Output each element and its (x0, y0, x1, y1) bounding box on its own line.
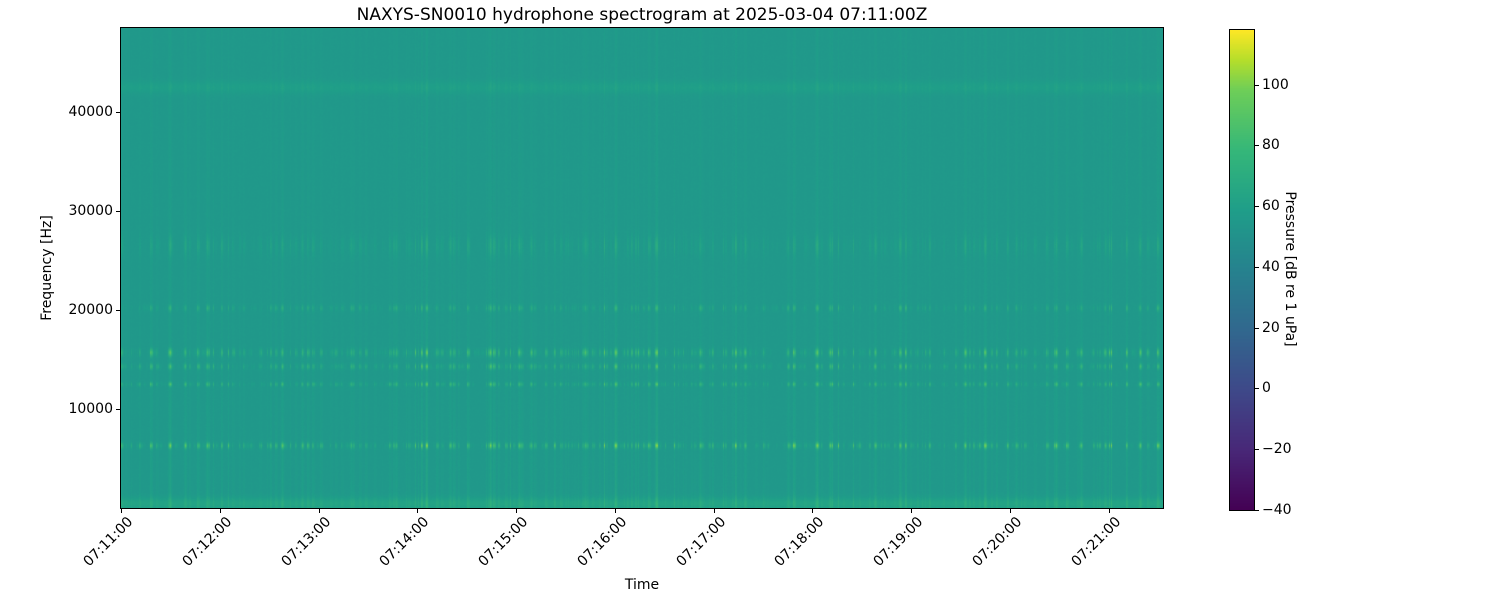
y-tick-mark (116, 112, 120, 114)
x-tick-mark (1009, 509, 1011, 513)
x-tick-mark (713, 509, 715, 513)
colorbar-tick-mark (1255, 145, 1259, 147)
y-tick-label: 10000 (68, 401, 113, 418)
spectrogram-heatmap (121, 28, 1163, 508)
x-tick-label: 07:17:00 (673, 514, 729, 570)
colorbar-tick-mark (1255, 206, 1259, 208)
x-tick-label: 07:15:00 (475, 514, 532, 570)
x-tick-mark (417, 509, 419, 513)
colorbar-tick-mark (1255, 510, 1259, 511)
x-tick-label: 07:20:00 (969, 514, 1026, 570)
colorbar-tick-mark (1255, 266, 1259, 268)
x-tick-label: 07:14:00 (376, 514, 433, 570)
chart-title: NAXYS-SN0010 hydrophone spectrogram at 2… (356, 5, 928, 25)
x-tick-mark (318, 509, 320, 513)
colorbar-tick-mark (1255, 449, 1259, 451)
y-tick-label: 30000 (68, 203, 113, 220)
x-axis-label: Time (624, 577, 660, 593)
colorbar (1229, 29, 1255, 511)
x-tick-label: 07:12:00 (179, 514, 236, 570)
colorbar-tick-label: 20 (1262, 319, 1280, 336)
colorbar-tick-label: 0 (1262, 380, 1271, 397)
y-axis-label: Frequency [Hz] (39, 215, 55, 321)
plot-area (120, 27, 1164, 509)
y-tick-label: 40000 (68, 104, 113, 121)
x-tick-label: 07:19:00 (870, 514, 927, 570)
x-tick-mark (516, 509, 518, 513)
colorbar-tick-label: 40 (1262, 258, 1280, 275)
x-tick-label: 07:18:00 (771, 514, 828, 570)
colorbar-tick-label: 60 (1262, 198, 1280, 215)
x-tick-label: 07:11:00 (80, 514, 137, 570)
x-tick-mark (219, 509, 221, 513)
colorbar-tick-mark (1255, 388, 1259, 390)
colorbar-tick-mark (1255, 84, 1259, 86)
y-tick-mark (116, 211, 120, 213)
x-tick-label: 07:21:00 (1068, 514, 1124, 570)
y-tick-label: 20000 (68, 302, 113, 319)
x-tick-label: 07:13:00 (278, 514, 334, 570)
colorbar-tick-label: −20 (1262, 441, 1292, 458)
colorbar-label: Pressure [dB re 1 uPa] (1282, 191, 1298, 347)
y-tick-mark (116, 409, 120, 411)
colorbar-tick-mark (1255, 327, 1259, 329)
y-tick-mark (116, 310, 120, 312)
colorbar-tick-label: 80 (1262, 137, 1280, 154)
x-tick-label: 07:16:00 (574, 514, 631, 570)
colorbar-gradient (1230, 30, 1254, 510)
x-tick-mark (911, 509, 913, 513)
x-tick-mark (614, 509, 616, 513)
x-tick-mark (121, 509, 122, 513)
x-tick-mark (812, 509, 814, 513)
colorbar-tick-label: 100 (1262, 76, 1289, 93)
x-tick-mark (1108, 509, 1110, 513)
colorbar-tick-label: −40 (1262, 502, 1292, 518)
